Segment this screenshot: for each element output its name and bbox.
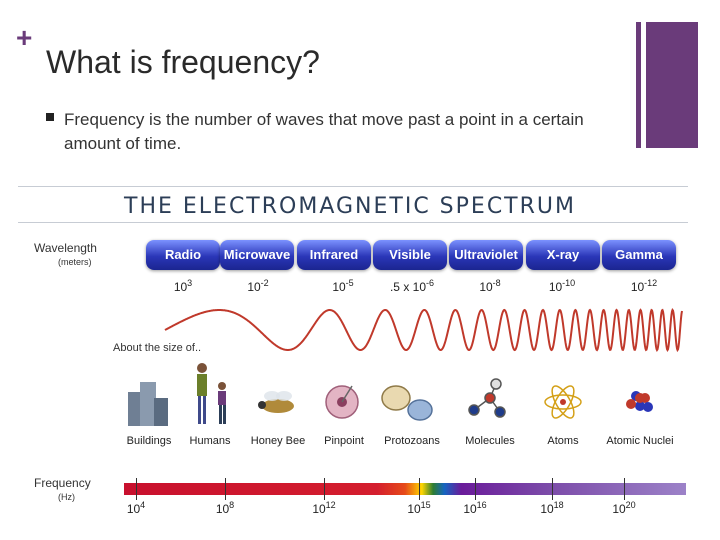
plus-icon: + [16, 22, 33, 53]
frequency-value: 1020 [612, 500, 636, 516]
object-label: Pinpoint [324, 435, 364, 447]
frequency-tick [475, 478, 476, 500]
wavelength-value: 103 [173, 278, 193, 294]
wavelength-value: 10-10 [548, 278, 576, 294]
frequency-value: 104 [126, 500, 146, 516]
band-infrared: Infrared [297, 240, 371, 270]
frequency-bar [124, 483, 686, 495]
accent-bar-thin [636, 22, 641, 148]
frequency-tick [324, 478, 325, 500]
wavelength-value: 10-8 [479, 278, 501, 294]
object-label: Atomic Nuclei [606, 435, 674, 447]
wavelength-unit: (meters) [58, 257, 92, 267]
band-radio: Radio [146, 240, 220, 270]
object-label: Buildings [126, 435, 172, 447]
divider-bottom [18, 222, 688, 223]
wavelength-value: .5 x 10-6 [389, 278, 435, 294]
accent-bar-thick [646, 22, 698, 148]
frequency-tick [419, 478, 420, 500]
pinpoint-icon [325, 385, 359, 419]
molecules-icon [468, 378, 506, 418]
honey-bee-icon [258, 391, 294, 413]
humans-icon [197, 363, 226, 424]
frequency-value: 1016 [463, 500, 487, 516]
band-microwave: Microwave [220, 240, 294, 270]
frequency-value: 1018 [540, 500, 564, 516]
object-label: Protozoans [384, 435, 440, 447]
square-bullet-icon [46, 113, 54, 121]
frequency-value: 108 [215, 500, 235, 516]
frequency-tick [624, 478, 625, 500]
slide-title: What is frequency? [46, 44, 320, 80]
atomic-nuclei-icon [626, 391, 653, 412]
wavelength-value: 10-12 [630, 278, 658, 294]
frequency-unit: (Hz) [58, 492, 75, 502]
atom-icon [544, 385, 582, 419]
spectrum-title: THE ELECTROMAGNETIC SPECTRUM [124, 194, 576, 219]
band-x-ray: X-ray [526, 240, 600, 270]
frequency-value: 1015 [407, 500, 431, 516]
object-label: Molecules [465, 435, 515, 447]
band-ultraviolet: Ultraviolet [449, 240, 523, 270]
object-label: Honey Bee [250, 435, 306, 447]
wave-line [164, 308, 683, 353]
band-visible: Visible [373, 240, 447, 270]
bullet-text: Frequency is the number of waves that mo… [64, 110, 584, 153]
size-label: About the size of.. [113, 342, 202, 354]
object-label: Atoms [547, 435, 579, 447]
divider-top [18, 186, 688, 187]
wavelength-value: 10-5 [332, 278, 354, 294]
object-label: Humans [189, 435, 231, 447]
band-gamma-ray: Gamma Ray [602, 240, 676, 292]
wavelength-value: 10-2 [247, 278, 269, 294]
frequency-label: Frequency (Hz) [34, 476, 91, 502]
protozoans-icon [381, 385, 433, 421]
frequency-value: 1012 [312, 500, 336, 516]
buildings-icon [128, 382, 168, 426]
frequency-tick [136, 478, 137, 500]
frequency-tick [552, 478, 553, 500]
bullet-item: Frequency is the number of waves that mo… [46, 108, 626, 156]
frequency-tick [225, 478, 226, 500]
wavelength-label: Wavelength (meters) [34, 241, 97, 267]
